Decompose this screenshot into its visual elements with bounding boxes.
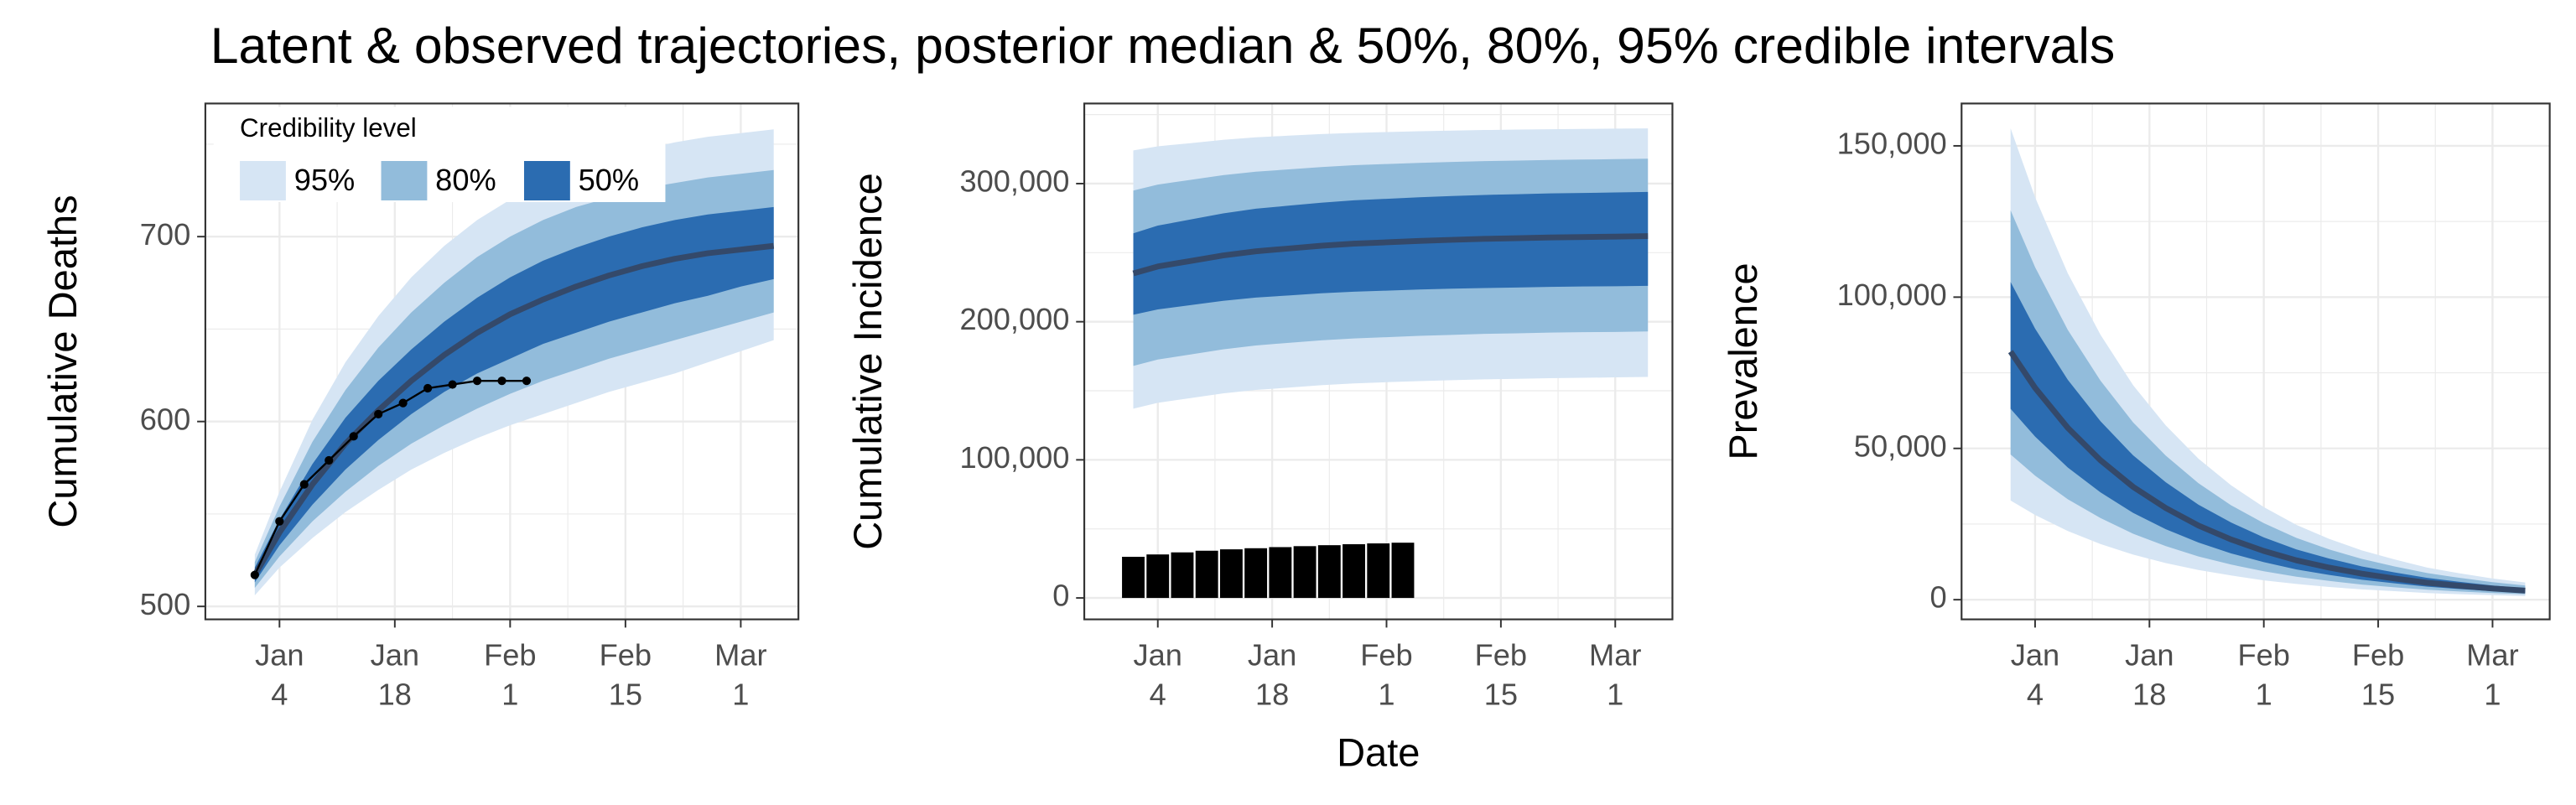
y-tick-label: 0 [1052,579,1069,613]
x-tick-label: Jan 4 [2010,637,2060,712]
credible-band [2010,282,2526,593]
x-tick-label-box: Jan 4 [255,637,304,712]
x-tick-label-box: Feb 1 [2237,637,2290,712]
legend-label: 95% [294,163,356,197]
legend-key [523,161,570,201]
credible-band [254,206,774,583]
legend-key [240,161,286,201]
observed-bar [1244,548,1268,599]
observed-bar [1343,544,1365,599]
observed-point [325,455,334,465]
x-tick-label-box: Feb 1 [484,637,537,712]
observed-point [299,480,309,489]
x-tick-label-box: Jan 18 [2125,637,2174,712]
observed-bar [1219,549,1243,599]
median-line [1132,233,1649,277]
legend-title: Credibility level [240,113,417,143]
x-tick-label: Mar 1 [1589,637,1642,712]
observed-bar [1367,543,1390,599]
x-axis-label: Date [1337,730,1420,775]
observed-bar [1391,543,1415,599]
observed-bar [1293,546,1317,599]
legend-background [213,106,666,202]
x-tick-label: Jan 18 [370,637,420,712]
observed-point [472,377,482,386]
x-tick-label: Feb 15 [2351,637,2405,712]
observed-point [448,380,457,389]
x-tick-label-box: Feb 15 [599,637,652,712]
panel-border [204,102,800,621]
observed-bar [1122,556,1145,599]
observed-bar [1195,550,1218,599]
observed-point [522,377,532,386]
x-tick-label: Jan 4 [255,637,304,712]
x-tick-label: Feb 15 [1474,637,1528,712]
observed-point [398,398,408,408]
observed-bar [1317,545,1341,599]
legend-label: 80% [435,163,496,197]
y-tick-label: 600 [140,402,190,436]
x-tick-label-box: Jan 4 [2010,637,2060,712]
x-tick-label-box: Jan 18 [1247,637,1297,712]
observed-point [497,377,506,386]
y-tick-label: 500 [140,587,190,621]
observed-bar [1269,547,1292,599]
x-tick-label-box: Jan 4 [1133,637,1182,712]
chart-title: Latent & observed trajectories, posterio… [210,17,2115,74]
y-tick-label: 200,000 [959,302,1069,336]
panel-border [1083,102,1674,621]
x-tick-label: Feb 1 [484,637,537,712]
x-tick-label: Jan 18 [1247,637,1297,712]
observed-point [275,517,284,526]
y-axis-label: Cumulative Incidence [845,173,890,550]
y-axis-label: Prevalence [1721,262,1765,460]
x-tick-label: Feb 1 [1360,637,1413,712]
x-tick-label-box: Mar 1 [1589,637,1642,712]
y-tick-label: 700 [140,217,190,252]
panel-border [1961,102,2551,621]
median-line [2007,350,2526,594]
observed-point [250,570,259,579]
y-tick-label: 50,000 [1854,428,1947,463]
x-tick-label: Mar 1 [714,637,767,712]
legend-key [381,161,428,201]
observed-bar [1171,552,1194,599]
y-tick-label: 0 [1929,580,1946,615]
y-axis-label: Cumulative Deaths [40,195,85,527]
x-tick-label-box: Mar 1 [714,637,767,712]
x-tick-label: Feb 1 [2237,637,2290,712]
x-tick-label-box: Feb 15 [2351,637,2405,712]
x-tick-label: Jan 18 [2125,637,2174,712]
x-tick-label-box: Jan 18 [370,637,420,712]
x-tick-label-box: Mar 1 [2466,637,2519,712]
y-tick-label: 150,000 [1837,127,1947,161]
x-tick-label-box: Feb 15 [1474,637,1528,712]
x-tick-label: Jan 4 [1133,637,1182,712]
y-tick-label: 100,000 [959,440,1069,475]
observed-point [349,432,358,441]
x-tick-label: Mar 1 [2466,637,2519,712]
y-tick-label: 100,000 [1837,278,1947,312]
observed-point [423,383,433,393]
observed-point [374,409,383,418]
median-line [252,242,775,577]
y-tick-label: 300,000 [959,164,1069,199]
x-tick-label-box: Feb 1 [1360,637,1413,712]
credible-band [1133,191,1649,315]
legend-label: 50% [579,163,640,197]
x-tick-label: Feb 15 [599,637,652,712]
observed-bar [1146,554,1170,599]
